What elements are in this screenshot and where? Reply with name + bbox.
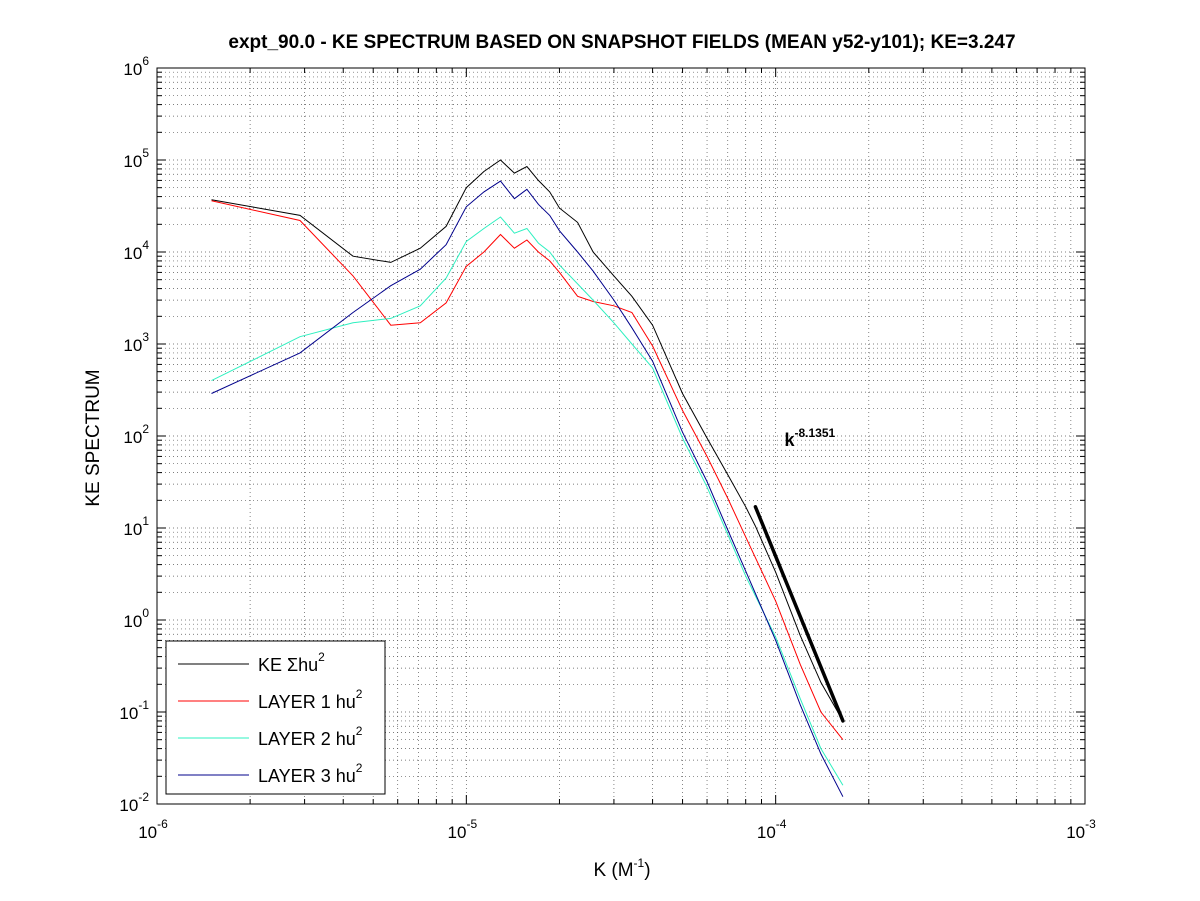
x-tick-label: 10-4: [757, 817, 787, 842]
y-tick-label: 104: [123, 238, 149, 263]
y-tick-exp: 2: [142, 422, 149, 436]
y-axis-label: KE SPECTRUM: [83, 369, 104, 506]
fit-slope-label: k-8.1351: [784, 426, 835, 450]
x-axis-label: K (M-1): [593, 856, 650, 881]
fit-slope-exponent: -8.1351: [794, 426, 835, 440]
legend-label-text: LAYER 2 hu: [258, 729, 356, 749]
x-tick-exp: -4: [776, 817, 787, 831]
legend-label-2: LAYER 1 hu2: [258, 687, 363, 712]
y-tick-label: 10-1: [119, 698, 149, 723]
x-tick-label: 10-6: [138, 817, 168, 842]
y-tick-exp: -1: [138, 698, 149, 712]
x-tick-labels: 10-6 10-5 10-4 10-3: [138, 817, 1096, 842]
series-line-2: [211, 200, 844, 741]
legend-label-4: LAYER 3 hu2: [258, 761, 363, 786]
x-tick-label: 10-3: [1066, 817, 1096, 842]
legend-label-3: LAYER 2 hu2: [258, 724, 363, 749]
chart-title: expt_90.0 - KE SPECTRUM BASED ON SNAPSHO…: [228, 32, 1015, 53]
series-layer: [211, 159, 844, 797]
y-tick-base: 10: [119, 704, 138, 723]
x-axis-label-prefix: K (M: [593, 860, 633, 881]
y-tick-label: 100: [123, 606, 149, 631]
axes-frame: [156, 67, 1086, 805]
y-tick-label: 10-2: [119, 790, 149, 815]
y-tick-exp: 5: [142, 146, 149, 160]
y-tick-base: 10: [123, 520, 142, 539]
series-line-3: [211, 216, 844, 786]
x-tick-base: 10: [757, 823, 776, 842]
y-tick-exp: 3: [142, 330, 149, 344]
x-tick-base: 10: [138, 823, 157, 842]
y-tick-exp: 0: [142, 606, 149, 620]
y-tick-base: 10: [123, 244, 142, 263]
y-tick-base: 10: [123, 428, 142, 447]
legend-label-text: KE Σhu: [258, 655, 318, 675]
x-tick-base: 10: [448, 823, 467, 842]
legend-label-exp: 2: [318, 650, 325, 664]
x-tick-exp: -5: [466, 817, 477, 831]
x-tick-base: 10: [1066, 823, 1085, 842]
y-tick-label: 102: [123, 422, 149, 447]
y-tick-base: 10: [123, 60, 142, 79]
legend-label-exp: 2: [356, 761, 363, 775]
legend-label-exp: 2: [356, 687, 363, 701]
x-tick-label: 10-5: [448, 817, 478, 842]
legend-label-exp: 2: [356, 724, 363, 738]
series-line-1: [211, 159, 844, 722]
series-line-4: [211, 180, 844, 797]
y-tick-base: 10: [119, 796, 138, 815]
x-tick-exp: -6: [157, 817, 168, 831]
y-tick-base: 10: [123, 612, 142, 631]
tick-marks: [156, 68, 1085, 805]
y-tick-label: 106: [123, 54, 149, 79]
x-axis-label-exp: -1: [634, 856, 645, 870]
y-tick-base: 10: [123, 152, 142, 171]
legend-box: [165, 640, 386, 795]
legend-label-1: KE Σhu2: [258, 650, 325, 675]
fit-line: [753, 505, 845, 723]
fit-line-group: k-8.1351: [753, 426, 845, 723]
y-tick-label: 103: [123, 330, 149, 355]
y-tick-exp: -2: [138, 790, 149, 804]
y-tick-label: 101: [123, 514, 149, 539]
y-tick-exp: 1: [142, 514, 149, 528]
y-tick-exp: 6: [142, 54, 149, 68]
x-axis-label-suffix: ): [644, 860, 650, 881]
y-tick-exp: 4: [142, 238, 149, 252]
legend-label-text: LAYER 3 hu: [258, 766, 356, 786]
x-tick-exp: -3: [1085, 817, 1096, 831]
y-tick-base: 10: [123, 336, 142, 355]
legend-label-text: LAYER 1 hu: [258, 692, 356, 712]
fit-slope-base: k: [784, 430, 795, 450]
y-tick-label: 105: [123, 146, 149, 171]
